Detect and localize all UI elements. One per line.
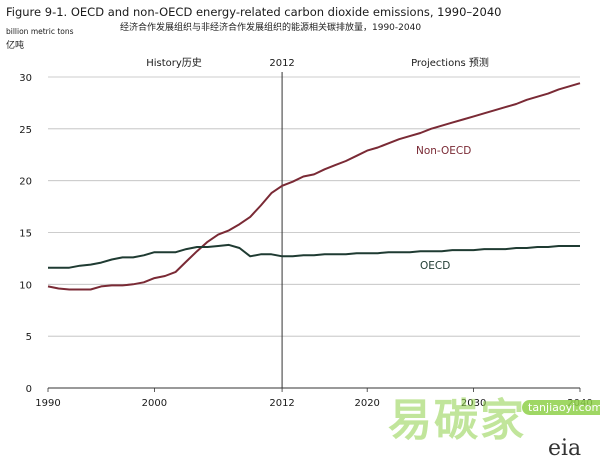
x-tick-label: 2000	[142, 398, 167, 409]
x-tick-label: 2020	[354, 398, 379, 409]
annotation-2012: 2012	[269, 58, 294, 69]
chart-subtitle: 经济合作发展组织与非经济合作发展组织的能源相关碳排放量，1990-2040	[120, 23, 422, 33]
watermark-logo: 易碳家	[388, 395, 526, 446]
y-tick-label: 15	[19, 229, 32, 240]
series-label-oecd: OECD	[420, 260, 450, 272]
y-axis-label: billion metric tons	[6, 27, 74, 36]
y-tick-label: 0	[26, 384, 32, 395]
x-tick-label: 1990	[35, 398, 60, 409]
y-tick-label: 20	[19, 177, 32, 188]
series-group	[47, 82, 581, 291]
y-tick-label: 5	[26, 332, 32, 343]
annotation-projections: Projections 预测	[411, 56, 489, 69]
series-line-non-oecd	[47, 82, 581, 291]
x-tick-label: 2012	[269, 398, 294, 409]
y-tick-label: 30	[19, 73, 32, 84]
y-tick-labels: 0 5 10 15 20 25 30	[19, 73, 32, 395]
series-line-oecd	[48, 243, 580, 269]
chart-title: Figure 9-1. OECD and non-OECD energy-rel…	[6, 5, 502, 19]
y-axis-label-cn: 亿吨	[6, 41, 25, 51]
eia-logo: eia	[548, 436, 582, 461]
gridlines	[48, 76, 580, 389]
annotation-history: History历史	[146, 57, 202, 69]
y-tick-label: 25	[19, 125, 32, 136]
y-tick-label: 10	[19, 280, 32, 291]
series-label-non-oecd: Non-OECD	[416, 145, 471, 157]
x-tick-label: 2030	[461, 398, 486, 409]
watermark-site: tanjiaoyi.com	[522, 400, 600, 415]
